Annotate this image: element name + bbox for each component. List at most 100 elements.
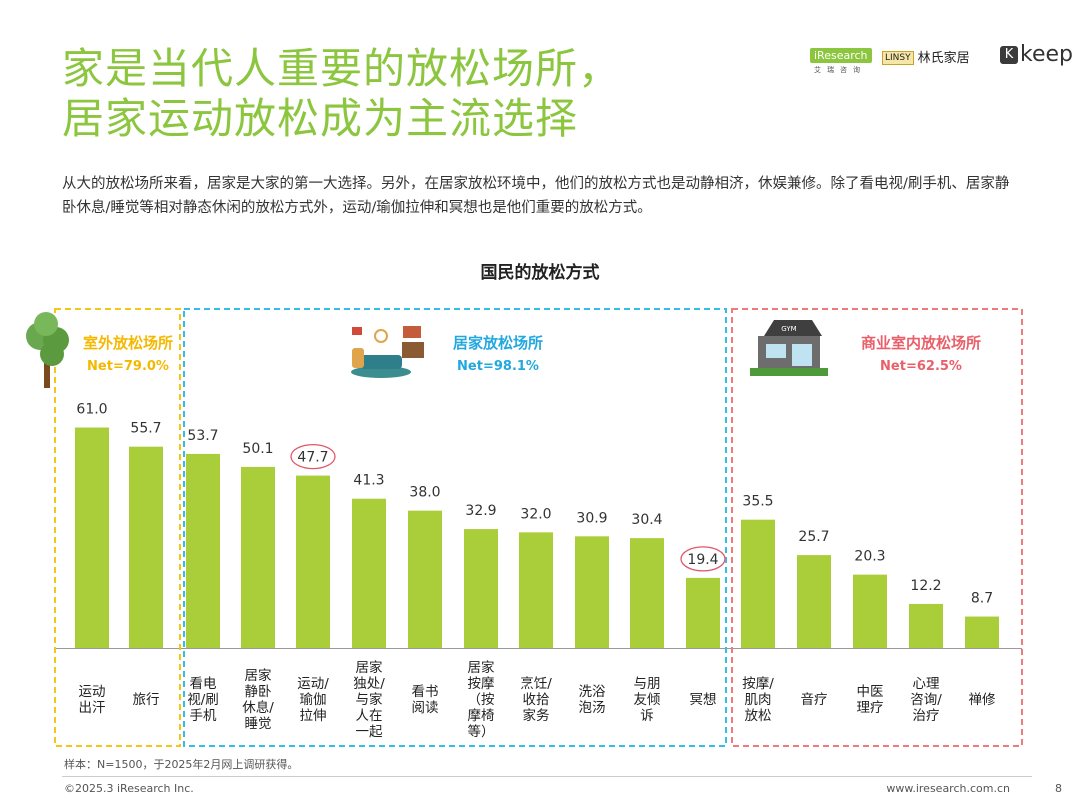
- category-label: 居家按摩（按摩椅等）: [468, 659, 495, 740]
- category-label: 中医理疗: [857, 684, 884, 716]
- category-label: 烹饪/收拾家务: [520, 675, 552, 724]
- iresearch-logo-text: iResearch: [810, 48, 872, 63]
- bar: [75, 427, 109, 648]
- category-label: 旅行: [133, 692, 160, 708]
- bar: [519, 532, 553, 648]
- bar: [741, 519, 775, 648]
- category-label: 居家独处/与家人在一起: [353, 659, 385, 740]
- building-window: [766, 344, 786, 358]
- page-description: 从大的放松场所来看，居家是大家的第一大选择。另外，在居家放松环境中，他们的放松方…: [62, 176, 1010, 216]
- category-label: 看电视/刷手机: [187, 676, 219, 724]
- value-label: 20.3: [854, 549, 885, 565]
- bar: [352, 498, 386, 648]
- gym-sign: GYM: [781, 325, 796, 333]
- bar: [241, 466, 275, 648]
- tree-crown: [34, 312, 58, 336]
- group-frame: [731, 308, 1023, 747]
- value-label: 32.0: [520, 506, 551, 522]
- bar: [408, 510, 442, 648]
- group-net: Net=98.1%: [457, 359, 539, 374]
- category-label: 运动/瑜伽拉伸: [297, 676, 329, 724]
- group-outdoor: 室外放松场所 Net=79.0% 61.0 运动出汗 55.7 旅行: [26, 308, 181, 747]
- group-frame: [54, 308, 181, 747]
- page-number: 8: [1055, 782, 1062, 795]
- group-commercial: GYM 商业室内放松场所 Net=62.5% 35.5 按摩/肌肉放松 25.7 音疗 20.…: [731, 308, 1023, 747]
- group-title: 居家放松场所: [453, 334, 543, 352]
- bar: [575, 536, 609, 648]
- value-label: 50.1: [242, 441, 273, 457]
- page-title-line1: 家是当代人重要的放松场所，: [62, 44, 622, 93]
- chair: [352, 348, 364, 368]
- sofa: [360, 355, 402, 369]
- bar: [129, 446, 163, 648]
- page-title: 家是当代人重要的放松场所， 居家运动放松成为主流选择: [62, 44, 621, 144]
- iresearch-logo: iResearch 艾瑞咨询: [810, 44, 878, 74]
- footer-divider: [62, 776, 1032, 777]
- category-label: 心理咨询/治疗: [910, 676, 942, 724]
- lamp-sun: [374, 329, 388, 343]
- bar: [909, 603, 943, 648]
- category-label: 音疗: [801, 691, 828, 708]
- gym-building-icon: GYM: [750, 320, 828, 376]
- shelf: [402, 342, 424, 358]
- value-label: 25.7: [798, 529, 829, 545]
- keep-logo-mark: K: [1000, 46, 1018, 64]
- linsy-logo-text: 林氏家居: [917, 51, 970, 66]
- copyright: ©2025.3 iResearch Inc.: [64, 782, 194, 795]
- linsy-logo-mark: LINSY: [882, 51, 914, 65]
- category-label: 运动出汗: [79, 684, 106, 716]
- value-label: 53.7: [187, 428, 218, 444]
- value-label: 61.0: [76, 402, 107, 418]
- value-label: 19.4: [687, 552, 718, 568]
- footer-url: www.iresearch.com.cn: [886, 782, 1010, 795]
- value-label: 12.2: [910, 578, 941, 594]
- value-label: 8.7: [971, 591, 993, 607]
- value-label: 35.5: [742, 494, 773, 510]
- living-room-icon: [351, 326, 424, 378]
- iresearch-logo-subtitle: 艾瑞咨询: [814, 66, 866, 74]
- value-label: 32.9: [465, 503, 496, 519]
- category-label: 禅修: [969, 692, 997, 708]
- group-frame: [183, 308, 727, 747]
- group-net: Net=62.5%: [880, 359, 962, 374]
- bar: [630, 538, 664, 648]
- bar: [186, 453, 220, 648]
- value-label: 30.9: [576, 510, 607, 526]
- tree-crown: [40, 342, 64, 366]
- category-label: 洗浴泡汤: [579, 684, 607, 716]
- category-label: 冥想: [690, 692, 717, 708]
- group-net: Net=79.0%: [87, 359, 169, 374]
- picture-frame: [403, 326, 421, 338]
- tree-icon: [26, 312, 69, 388]
- value-label: 41.3: [353, 473, 384, 489]
- group-title: 商业室内放松场所: [861, 334, 981, 352]
- chart-title: 国民的放松方式: [481, 262, 600, 283]
- value-label: 30.4: [631, 512, 662, 528]
- linsy-logo: LINSY 林氏家居: [882, 47, 970, 66]
- category-label: 与朋友倾诉: [634, 676, 661, 724]
- value-label: 55.7: [130, 421, 161, 437]
- bar: [853, 574, 887, 648]
- building-lawn: [750, 368, 828, 376]
- group-home: 居家放松场所 Net=98.1% 53.7 看电视/刷手机 50.1 居家静卧休息/睡觉 4…: [183, 308, 727, 747]
- bar: [296, 475, 330, 648]
- value-label: 47.7: [297, 450, 328, 466]
- bar: [797, 555, 831, 648]
- tree-trunk: [44, 350, 50, 388]
- category-label: 居家静卧休息/睡觉: [242, 667, 274, 732]
- page-title-line2: 居家运动放松成为主流选择: [62, 94, 579, 143]
- lampshade: [352, 327, 362, 335]
- bar: [965, 616, 999, 648]
- category-label: 按摩/肌肉放松: [742, 675, 774, 724]
- building-roof: [764, 320, 822, 336]
- bar: [464, 529, 498, 648]
- highlight-circle: [290, 443, 336, 470]
- keep-logo-text: keep: [1020, 42, 1073, 67]
- bar: [686, 577, 720, 648]
- sample-note: 样本：N=1500，于2025年2月网上调研获得。: [64, 758, 299, 771]
- group-title: 室外放松场所: [83, 334, 173, 352]
- highlight-circle: [680, 546, 726, 572]
- value-label: 38.0: [409, 485, 440, 501]
